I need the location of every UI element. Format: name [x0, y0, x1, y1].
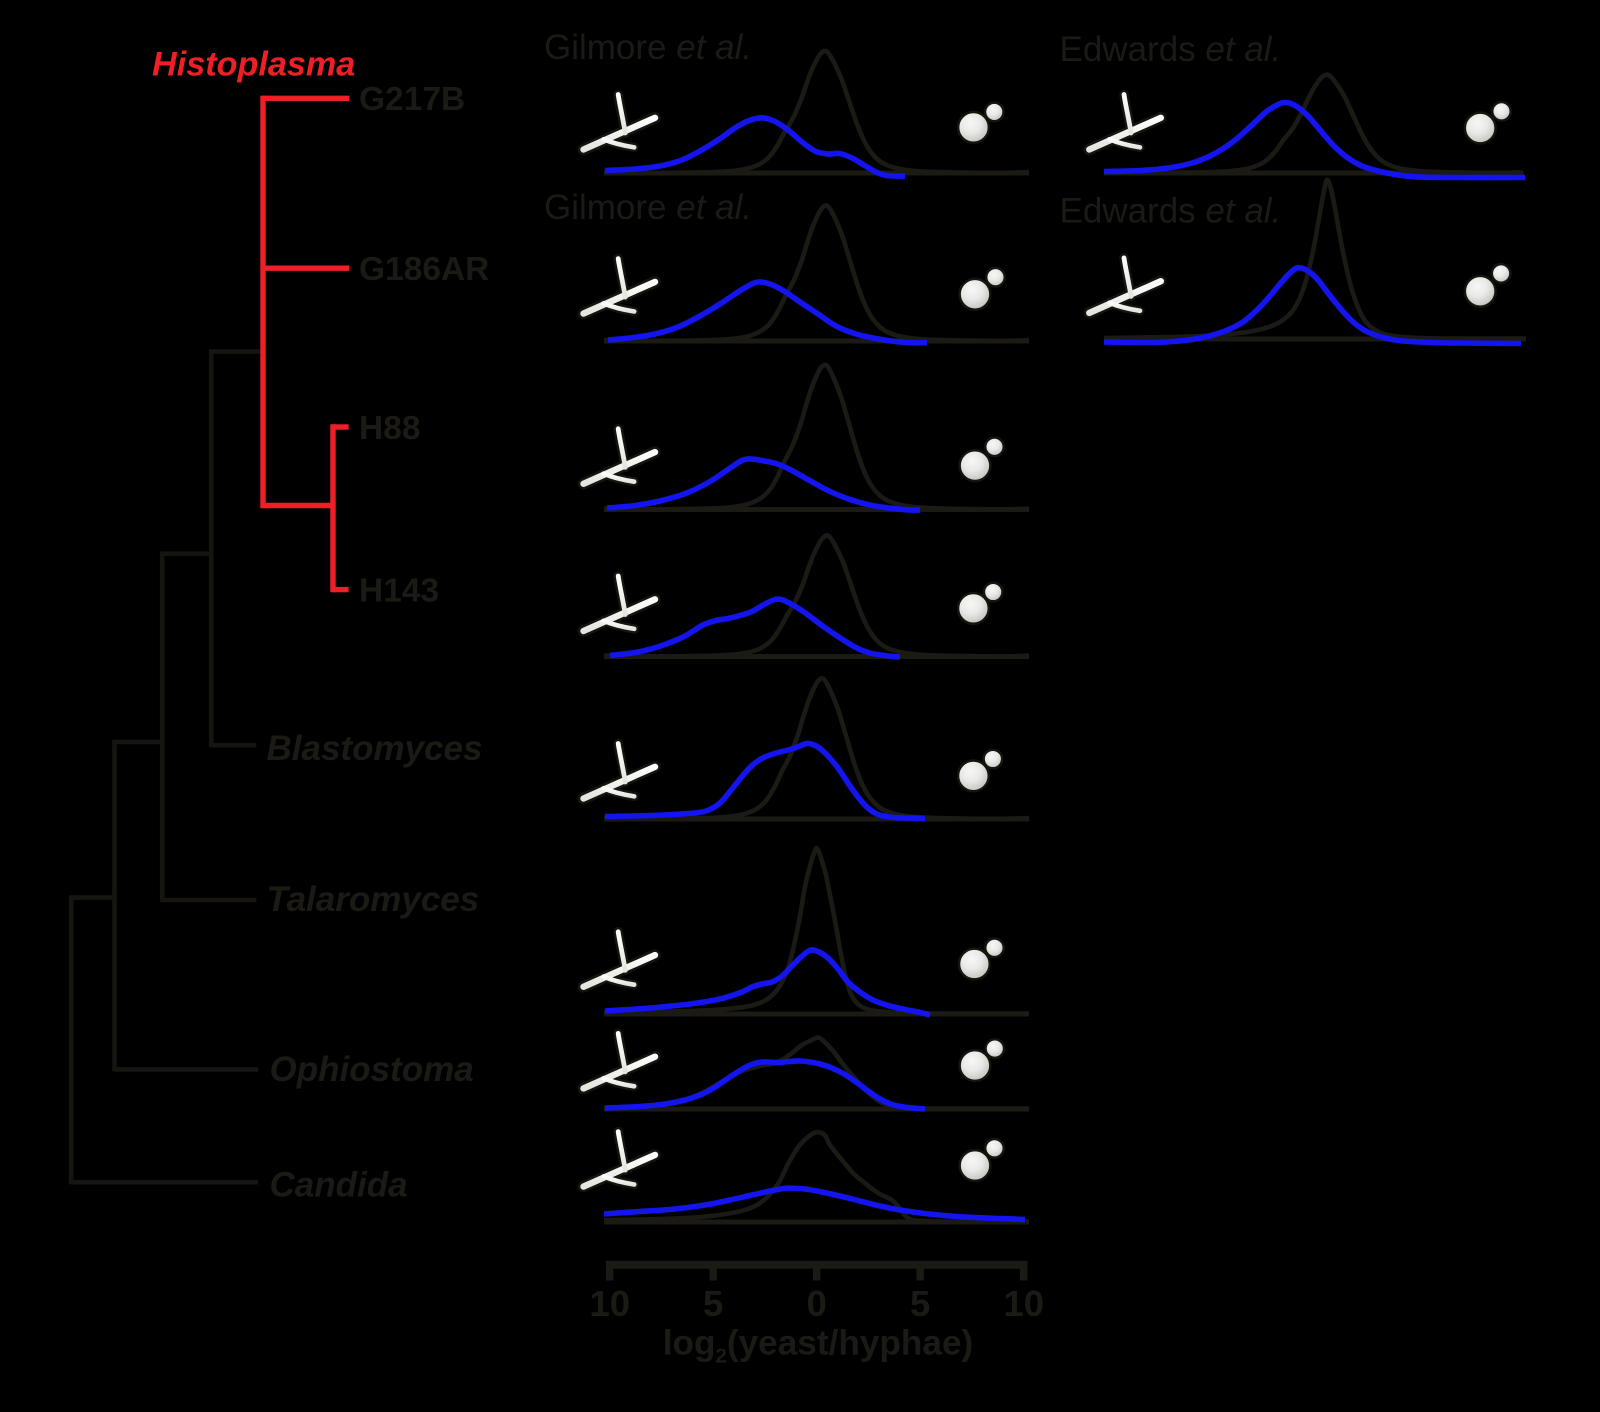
svg-text:log2(yeast/hyphae): log2(yeast/hyphae) [663, 1324, 974, 1368]
svg-text:H143: H143 [359, 573, 439, 610]
svg-text:Blastomyces: Blastomyces [267, 729, 483, 768]
svg-text:0: 0 [807, 1283, 827, 1324]
svg-text:Candida: Candida [270, 1166, 408, 1205]
svg-text:Ophiostoma: Ophiostoma [270, 1050, 474, 1089]
svg-text:G217B: G217B [359, 81, 465, 118]
svg-text:Gilmore et al.: Gilmore et al. [544, 188, 752, 227]
svg-text:Edwards et al.: Edwards et al. [1060, 30, 1282, 69]
svg-text:G186AR: G186AR [359, 251, 489, 288]
svg-text:5: 5 [703, 1283, 723, 1324]
svg-text:10: 10 [1003, 1283, 1044, 1324]
svg-text:Gilmore et al.: Gilmore et al. [544, 28, 752, 67]
svg-text:10: 10 [589, 1283, 630, 1324]
svg-text:Edwards et al.: Edwards et al. [1060, 192, 1282, 231]
svg-text:5: 5 [910, 1283, 930, 1324]
svg-text:Histoplasma: Histoplasma [152, 46, 355, 84]
svg-text:Talaromyces: Talaromyces [267, 880, 480, 919]
svg-text:H88: H88 [359, 410, 420, 447]
